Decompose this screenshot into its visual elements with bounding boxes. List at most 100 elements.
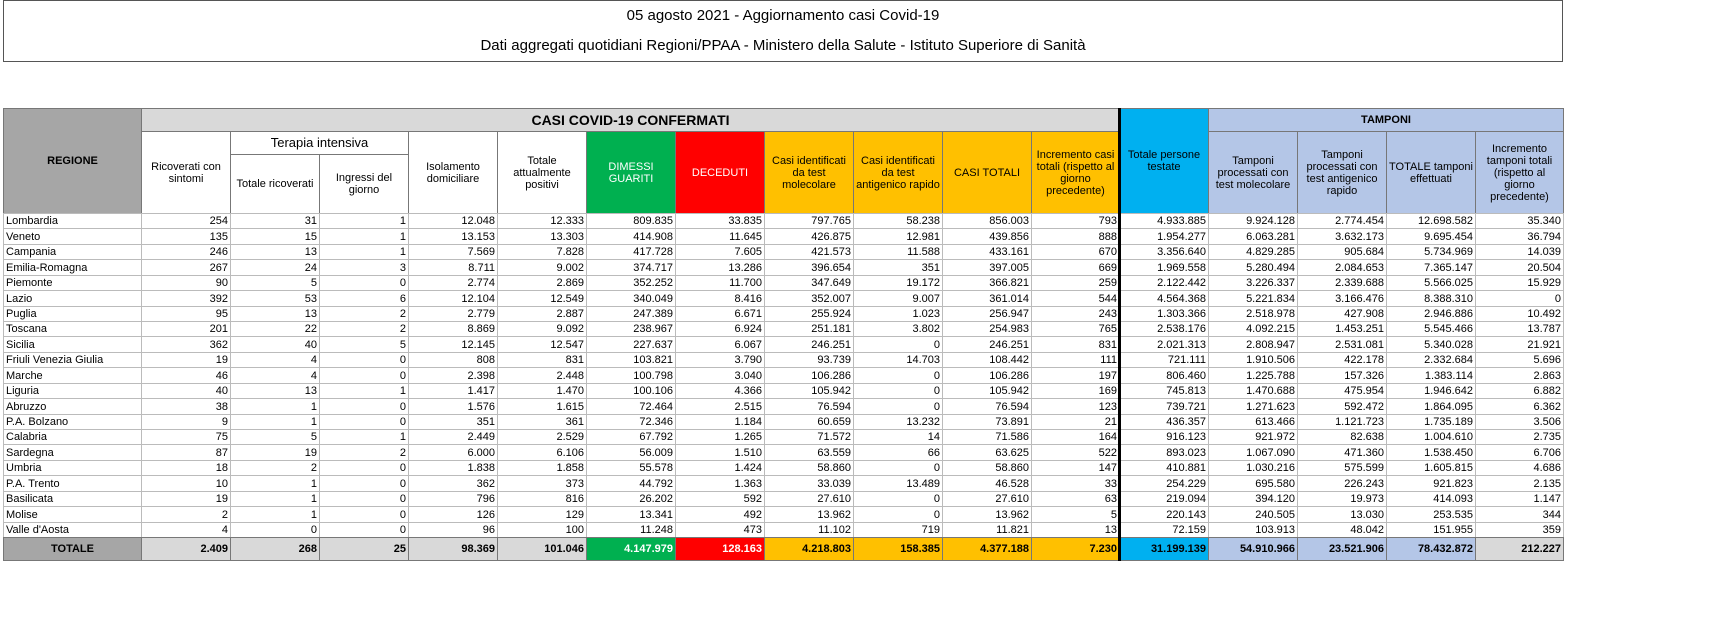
data-cell: 256.947 [942,306,1032,322]
data-cell: 246.251 [764,336,854,353]
total-cell: 31.199.139 [1119,537,1209,561]
total-cell: 2.409 [141,537,231,561]
data-cell: 397.005 [942,259,1032,276]
data-cell: 1.453.251 [1297,321,1387,337]
data-cell: 2.529 [497,429,587,445]
data-cell: 492 [675,506,765,523]
data-cell: 1.067.090 [1208,444,1298,461]
total-label: TOTALE [3,537,142,561]
data-cell: 67.792 [586,429,676,445]
data-cell: 11.700 [675,275,765,291]
data-cell: 82.638 [1297,429,1387,445]
data-cell: 439.856 [942,228,1032,245]
data-cell: 721.111 [1119,352,1209,368]
data-cell: 0 [319,475,409,492]
data-cell: 0 [319,352,409,368]
data-cell: 2.332.684 [1386,352,1476,368]
data-cell: 56.009 [586,444,676,461]
data-cell: 13 [230,244,320,260]
data-cell: 831 [1031,336,1120,353]
data-cell: 7.569 [408,244,498,260]
data-cell: 226.243 [1297,475,1387,492]
data-cell: 197 [1031,367,1120,384]
data-cell: 246 [141,244,231,260]
region-name: Campania [3,244,142,260]
data-cell: 2.735 [1475,429,1564,445]
data-cell: 12.333 [497,213,587,229]
data-cell: 2.538.176 [1119,321,1209,337]
column-header: Casi identificati da test antigenico rap… [853,131,943,214]
data-cell: 9 [141,414,231,430]
region-name: Veneto [3,228,142,245]
data-cell: 6.671 [675,306,765,322]
data-cell: 2.084.653 [1297,259,1387,276]
data-cell: 340.049 [586,290,676,307]
data-cell: 12.547 [497,336,587,353]
data-cell: 46 [141,367,231,384]
data-cell: 765 [1031,321,1120,337]
data-cell: 267 [141,259,231,276]
total-cell: 54.910.966 [1208,537,1298,561]
data-cell: 87 [141,444,231,461]
data-cell: 0 [853,398,943,415]
data-cell: 27.610 [764,491,854,507]
data-cell: 253.535 [1386,506,1476,523]
region-name: Friuli Venezia Giulia [3,352,142,368]
data-cell: 40 [141,383,231,399]
data-cell: 1.121.723 [1297,414,1387,430]
data-cell: 1 [230,398,320,415]
column-header: Totale persone testate [1119,108,1209,214]
data-cell: 352.007 [764,290,854,307]
data-cell: 55.578 [586,460,676,476]
data-cell: 5 [230,429,320,445]
data-cell: 362 [408,475,498,492]
data-cell: 1.735.189 [1386,414,1476,430]
data-cell: 95 [141,306,231,322]
region-name: Lombardia [3,213,142,229]
data-cell: 100.106 [586,383,676,399]
data-cell: 1.858 [497,460,587,476]
data-cell: 8.388.310 [1386,290,1476,307]
data-cell: 243 [1031,306,1120,322]
data-cell: 796 [408,491,498,507]
data-cell: 893.023 [1119,444,1209,461]
data-cell: 13.787 [1475,321,1564,337]
data-cell: 259 [1031,275,1120,291]
column-header: DECEDUTI [675,131,765,214]
data-cell: 6.362 [1475,398,1564,415]
data-cell: 5 [319,336,409,353]
data-cell: 1.147 [1475,491,1564,507]
data-cell: 93.739 [764,352,854,368]
data-cell: 58.860 [942,460,1032,476]
data-cell: 9.007 [853,290,943,307]
data-cell: 58.238 [853,213,943,229]
data-cell: 1.615 [497,398,587,415]
data-cell: 1.510 [675,444,765,461]
data-cell: 63 [1031,491,1120,507]
data-cell: 105.942 [942,383,1032,399]
data-cell: 2.946.886 [1386,306,1476,322]
data-cell: 0 [319,460,409,476]
data-cell: 1 [319,383,409,399]
data-cell: 26.202 [586,491,676,507]
data-cell: 359 [1475,522,1564,538]
data-cell: 73.891 [942,414,1032,430]
data-cell: 53 [230,290,320,307]
data-cell: 12.048 [408,213,498,229]
column-header: Isolamento domiciliare [408,131,498,214]
data-cell: 2.518.978 [1208,306,1298,322]
data-cell: 8.416 [675,290,765,307]
data-cell: 129 [497,506,587,523]
data-cell: 9.092 [497,321,587,337]
data-cell: 15 [230,228,320,245]
data-cell: 1.538.450 [1386,444,1476,461]
data-cell: 2.449 [408,429,498,445]
data-cell: 254.983 [942,321,1032,337]
data-cell: 72.464 [586,398,676,415]
data-cell: 347.649 [764,275,854,291]
region-name: Liguria [3,383,142,399]
data-cell: 421.573 [764,244,854,260]
data-cell: 24 [230,259,320,276]
data-cell: 6 [319,290,409,307]
region-name: Piemonte [3,275,142,291]
